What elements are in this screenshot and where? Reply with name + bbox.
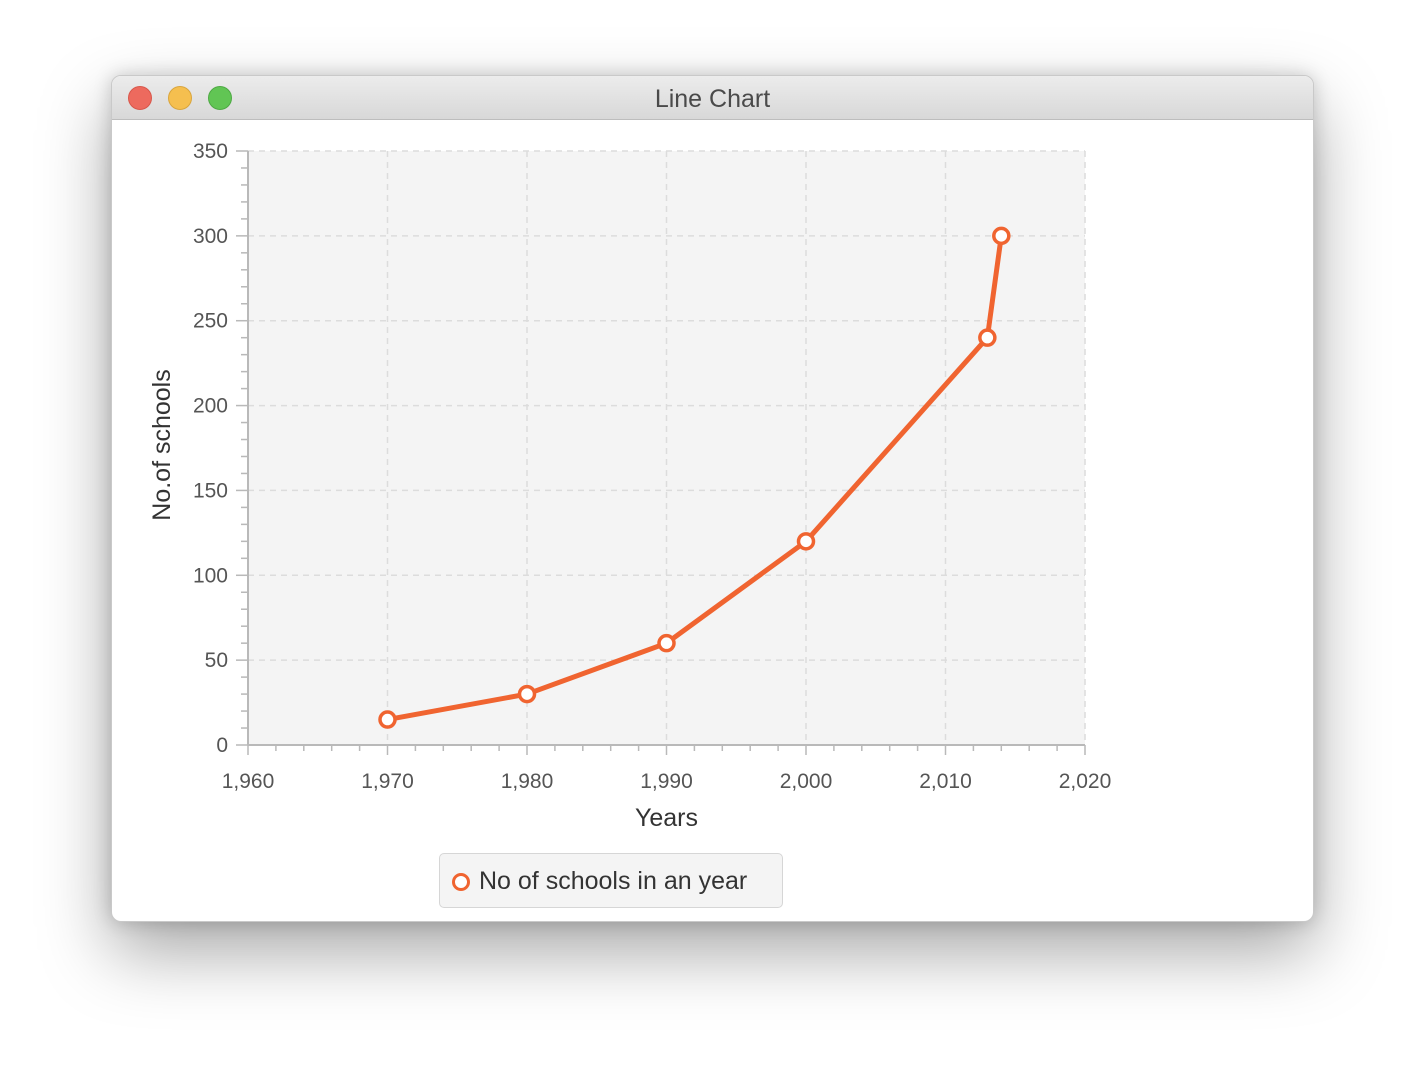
data-point — [992, 226, 1011, 246]
legend-marker — [452, 873, 470, 891]
data-point — [378, 710, 397, 729]
data-point — [978, 328, 997, 347]
y-axis-label: No.of schools — [148, 369, 176, 520]
data-point — [517, 684, 537, 704]
y-tick-label: 350 — [193, 140, 228, 163]
x-tick-label: 2,000 — [780, 770, 833, 793]
x-tick-label: 2,010 — [919, 770, 972, 793]
series-line — [385, 233, 1004, 723]
y-tick-label: 200 — [193, 395, 228, 418]
y-tick-label: 100 — [193, 564, 228, 587]
y-tick-label: 150 — [193, 479, 228, 502]
y-tick-label: 0 — [216, 734, 228, 757]
legend-label: No of schools in an year — [479, 867, 748, 895]
x-tick-label: 2,020 — [1059, 770, 1112, 793]
data-point — [657, 633, 676, 653]
maximize-button[interactable] — [208, 86, 232, 110]
window-title: Line Chart — [654, 85, 771, 113]
chart-legend: No of schools in an year — [439, 853, 783, 908]
minimize-button[interactable] — [168, 86, 192, 110]
data-point — [796, 532, 816, 551]
y-tick-label: 50 — [205, 649, 228, 672]
x-tick-label: 1,990 — [640, 770, 693, 793]
y-tick-label: 250 — [193, 310, 228, 333]
close-button[interactable] — [128, 86, 152, 110]
x-axis-label: Years — [635, 804, 698, 832]
x-tick-label: 1,970 — [361, 770, 414, 793]
y-tick-label: 300 — [193, 225, 228, 248]
title-bar[interactable]: Line Chart — [112, 76, 1313, 120]
x-tick-label: 1,980 — [501, 770, 554, 793]
x-tick-label: 1,960 — [222, 770, 275, 793]
